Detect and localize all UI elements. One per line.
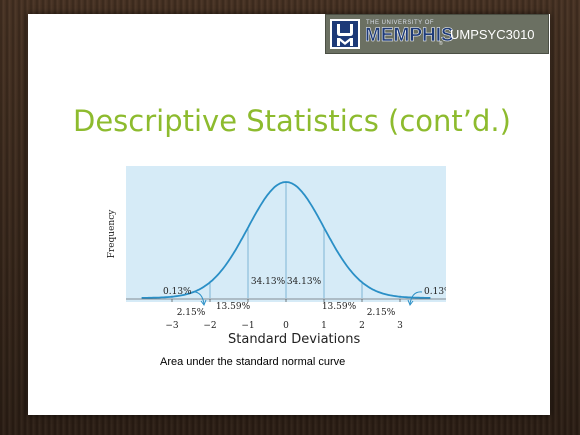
trademark-symbol: ® — [439, 41, 443, 47]
x-tick-label: 0 — [283, 321, 289, 330]
slide: THE UNIVERSITY OF MEMPHIS ® UMPSYC3010 D… — [28, 14, 550, 415]
y-axis-label: Frequency — [107, 209, 117, 259]
normal-curve-chart: Frequency −3 −2 −1 0 1 2 3 0.13% 2.15% 13.59% 34.13… — [107, 166, 453, 331]
university-small-text: THE UNIVERSITY OF — [366, 20, 435, 26]
university-badge: THE UNIVERSITY OF MEMPHIS ® UMPSYC3010 — [325, 14, 549, 54]
university-logo-icon — [330, 19, 360, 49]
left-tail-arrowhead — [200, 299, 207, 307]
x-tick-label: 1 — [321, 321, 327, 330]
course-code: UMPSYC3010 — [450, 27, 535, 42]
x-tick-label: −2 — [203, 321, 216, 330]
region-label: 34.13% — [251, 277, 286, 287]
region-label: 13.59% — [322, 302, 357, 312]
region-label: 0.13% — [424, 287, 446, 297]
slide-title: Descriptive Statistics (cont’d.) — [73, 104, 511, 138]
region-label: 13.59% — [216, 302, 251, 312]
region-label: 2.15% — [367, 308, 396, 318]
x-tick-label: 2 — [359, 321, 365, 330]
axis-caption: Standard Deviations — [228, 332, 361, 347]
region-label: 2.15% — [177, 308, 206, 318]
x-tick-label: −3 — [165, 321, 179, 330]
right-tail-arrowhead — [407, 299, 414, 307]
normal-curve-figure: Frequency −3 −2 −1 0 1 2 3 0.13% 2.15% 13.59% 34.13… — [106, 164, 453, 335]
region-label: 34.13% — [287, 277, 322, 287]
x-tick-label: 3 — [397, 321, 403, 330]
x-tick-label: −1 — [241, 321, 254, 330]
figure-caption: Area under the standard normal curve — [160, 356, 346, 368]
region-label: 0.13% — [163, 287, 192, 297]
normal-curve-line — [141, 181, 431, 299]
university-name: MEMPHIS — [365, 25, 454, 47]
left-tail-arrow — [191, 291, 205, 305]
right-tail-arrow — [409, 291, 423, 305]
